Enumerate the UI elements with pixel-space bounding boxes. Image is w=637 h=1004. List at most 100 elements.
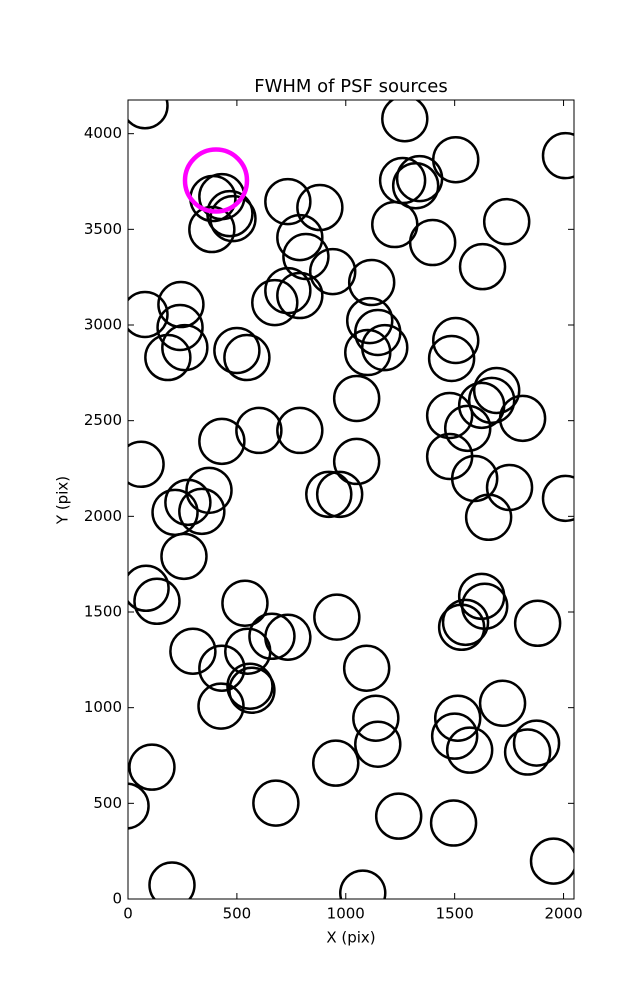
source-marker: [332, 437, 381, 486]
highlight-marker: [182, 147, 250, 214]
source-marker: [188, 205, 236, 254]
source-marker: [133, 577, 181, 626]
source-marker: [209, 194, 257, 243]
y-tick-label: 3000: [84, 316, 122, 334]
source-marker: [427, 334, 476, 383]
y-tick-label: 2000: [84, 507, 122, 525]
source-marker: [503, 728, 552, 776]
source-marker: [381, 100, 429, 143]
source-marker: [148, 861, 196, 899]
source-marker: [224, 627, 272, 675]
source-marker: [445, 726, 494, 774]
source-marker: [197, 682, 245, 730]
source-marker: [169, 627, 217, 675]
source-marker: [213, 326, 261, 375]
source-marker: [464, 493, 513, 542]
source-marker: [431, 316, 480, 365]
source-marker: [221, 579, 269, 627]
source-marker: [226, 662, 274, 710]
source-marker: [128, 782, 150, 830]
source-marker: [529, 837, 574, 885]
source-marker: [441, 598, 490, 647]
source-marker: [128, 440, 165, 489]
source-marker: [347, 258, 396, 307]
x-tick-label: 1000: [327, 905, 365, 923]
source-marker: [430, 712, 479, 760]
source-marker: [313, 593, 361, 641]
y-tick-label: 1000: [84, 698, 122, 716]
source-marker: [482, 197, 531, 246]
source-marker: [352, 694, 400, 742]
source-marker: [513, 599, 562, 648]
x-tick-label: 1500: [436, 905, 474, 923]
source-marker: [164, 478, 212, 527]
source-marker: [429, 799, 478, 847]
source-marker: [395, 154, 444, 203]
source-marker: [128, 290, 169, 339]
source-marker: [252, 779, 300, 827]
source-marker: [472, 366, 521, 415]
source-marker: [305, 470, 353, 519]
source-marker: [223, 333, 271, 382]
source-marker: [541, 474, 574, 523]
x-tick-label: 0: [123, 905, 133, 923]
y-tick-label: 4000: [84, 124, 122, 142]
source-marker: [128, 564, 170, 613]
source-marker: [128, 743, 176, 791]
source-marker: [345, 296, 394, 345]
source-marker: [160, 532, 208, 581]
source-marker: [308, 247, 357, 296]
source-marker: [144, 333, 192, 382]
y-tick-label: 500: [93, 794, 122, 812]
plot-area: [128, 100, 574, 899]
source-marker: [541, 131, 574, 180]
source-marker: [157, 280, 205, 329]
y-tick-label: 2500: [84, 411, 122, 429]
source-marker: [228, 666, 276, 715]
source-marker: [276, 406, 324, 455]
source-marker: [315, 470, 364, 519]
source-marker: [467, 376, 516, 425]
source-marker: [276, 213, 324, 262]
x-tick-label: 500: [223, 905, 252, 923]
source-marker: [264, 266, 312, 315]
source-marker: [156, 303, 204, 352]
source-marker: [312, 739, 360, 787]
source-marker: [128, 100, 169, 130]
source-marker: [235, 406, 283, 455]
y-axis-label: Y (pix): [54, 476, 72, 525]
x-tick-label: 2000: [544, 905, 582, 923]
source-marker: [264, 177, 312, 226]
source-marker: [361, 323, 409, 372]
y-tick-label: 3500: [84, 220, 122, 238]
source-marker: [458, 242, 507, 291]
x-axis-label: X (pix): [326, 929, 375, 947]
source-marker: [198, 417, 246, 466]
source-marker: [391, 161, 440, 210]
source-marker: [161, 323, 209, 372]
y-tick-label: 1500: [84, 603, 122, 621]
source-marker: [374, 792, 423, 840]
source-marker: [433, 694, 482, 742]
source-marker: [344, 328, 392, 377]
source-marker: [332, 374, 381, 423]
axes-frame: [127, 99, 575, 900]
source-marker: [178, 487, 226, 536]
y-tick-label: 0: [112, 890, 122, 908]
source-marker: [498, 394, 547, 443]
source-marker: [408, 218, 457, 267]
source-marker: [206, 189, 254, 238]
source-marker: [478, 679, 527, 728]
source-marker: [342, 644, 391, 693]
source-marker: [339, 869, 387, 899]
chart-title: FWHM of PSF sources: [254, 76, 448, 97]
source-marker: [251, 278, 299, 327]
source-marker: [248, 612, 296, 661]
source-marker: [443, 404, 492, 453]
source-marker: [425, 391, 474, 440]
source-marker: [276, 271, 324, 320]
source-marker: [437, 603, 486, 652]
source-marker: [354, 720, 402, 768]
source-marker: [512, 719, 561, 767]
